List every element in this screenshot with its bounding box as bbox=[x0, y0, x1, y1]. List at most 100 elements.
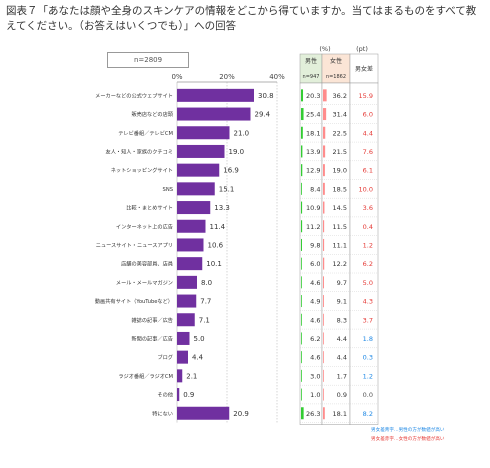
bar bbox=[177, 369, 183, 383]
category-label: テレビ番組／テレビCM bbox=[118, 129, 173, 137]
diff-value: 0.0 bbox=[363, 391, 373, 399]
unit-pt-label: (pt) bbox=[356, 45, 368, 53]
x-tick-label: 40% bbox=[269, 73, 285, 81]
unit-pct-label: (%) bbox=[319, 45, 330, 53]
diff-value: 7.6 bbox=[363, 148, 373, 156]
value-label: 5.0 bbox=[194, 335, 205, 343]
bar bbox=[177, 88, 254, 102]
diff-header: 男女差 bbox=[355, 65, 373, 73]
male-value: 25.4 bbox=[306, 111, 320, 119]
x-tick-label: 20% bbox=[219, 73, 235, 81]
value-label: 8.0 bbox=[201, 279, 212, 287]
male-value: 8.4 bbox=[310, 185, 320, 193]
female-mini-bar bbox=[323, 89, 327, 102]
male-value: 4.6 bbox=[310, 279, 320, 287]
female-value: 11.5 bbox=[333, 223, 347, 231]
male-mini-bar bbox=[301, 220, 303, 233]
male-value: 9.8 bbox=[310, 241, 320, 249]
male-mini-bar bbox=[301, 369, 302, 382]
female-value: 22.5 bbox=[333, 129, 347, 137]
female-value: 4.4 bbox=[337, 354, 347, 362]
male-mini-bar bbox=[301, 313, 302, 326]
female-value: 9.1 bbox=[337, 298, 347, 306]
diff-value: 3.6 bbox=[363, 204, 373, 212]
female-mini-bar bbox=[323, 332, 324, 345]
male-value: 4.9 bbox=[310, 298, 320, 306]
female-mini-bar bbox=[323, 108, 327, 121]
value-label: 10.6 bbox=[208, 241, 224, 249]
male-mini-bar bbox=[301, 257, 302, 270]
diff-value: 5.0 bbox=[363, 279, 373, 287]
value-label: 29.4 bbox=[255, 111, 271, 119]
male-mini-bar bbox=[301, 388, 302, 401]
category-label: ネットショッピングサイト bbox=[111, 166, 173, 174]
female-header: 女性 bbox=[330, 57, 342, 65]
female-header-cell bbox=[321, 53, 351, 84]
category-label: メール・メールマガジン bbox=[116, 278, 173, 286]
female-n: n=1862 bbox=[326, 74, 346, 80]
bar bbox=[177, 388, 180, 402]
female-mini-bar bbox=[323, 220, 325, 233]
female-value: 0.9 bbox=[337, 391, 347, 399]
diff-value: 10.0 bbox=[359, 185, 373, 193]
category-label: メーカーなどの公式ウェブサイト bbox=[95, 91, 173, 99]
category-label: ラジオ番組／ラジオCM bbox=[118, 372, 173, 380]
male-mini-bar bbox=[301, 295, 302, 308]
diff-value: 4.3 bbox=[363, 298, 373, 306]
bar bbox=[177, 126, 230, 140]
category-label: 店舗の美容部員、店員 bbox=[121, 260, 173, 268]
chart-title: 図表７「あなたは顔や全身のスキンケアの情報をどこから得ていますか。当てはまるもの… bbox=[6, 5, 477, 32]
female-mini-bar bbox=[323, 369, 324, 382]
bar bbox=[177, 350, 188, 364]
diff-value: 6.2 bbox=[363, 260, 373, 268]
female-mini-bar bbox=[323, 126, 326, 139]
value-label: 11.4 bbox=[210, 223, 226, 231]
female-value: 19.0 bbox=[333, 167, 347, 175]
category-label: 友人・知人・家族のクチコミ bbox=[106, 147, 173, 155]
male-value: 13.9 bbox=[306, 148, 320, 156]
diff-value: 6.0 bbox=[363, 111, 373, 119]
female-mini-bar bbox=[323, 407, 325, 420]
bar bbox=[177, 182, 215, 196]
diff-value: 8.2 bbox=[363, 410, 373, 418]
category-label: 雑誌の記事／広告 bbox=[131, 316, 173, 324]
female-mini-bar bbox=[323, 313, 324, 326]
category-label: 動画共有サイト（YouTubeなど） bbox=[95, 297, 173, 305]
male-value: 12.9 bbox=[306, 167, 320, 175]
category-label: インターネット上の広告 bbox=[116, 222, 173, 230]
female-mini-bar bbox=[323, 257, 325, 270]
bar bbox=[177, 313, 195, 327]
male-value: 4.6 bbox=[310, 316, 320, 324]
bar bbox=[177, 275, 197, 289]
male-value: 11.2 bbox=[306, 223, 320, 231]
male-value: 6.0 bbox=[310, 260, 320, 268]
male-mini-bar bbox=[301, 332, 302, 345]
female-mini-bar bbox=[323, 295, 324, 308]
female-value: 12.2 bbox=[333, 260, 347, 268]
male-n: n=947 bbox=[303, 74, 320, 80]
male-mini-bar bbox=[301, 276, 302, 289]
category-label: その他 bbox=[157, 391, 173, 399]
note-negative: 男女差赤字…女性の方が数値が高い bbox=[371, 437, 445, 442]
male-mini-bar bbox=[301, 126, 303, 139]
female-value: 9.7 bbox=[337, 279, 347, 287]
male-mini-bar bbox=[301, 89, 304, 102]
category-label: 新聞の記事／広告 bbox=[131, 334, 173, 342]
male-mini-bar bbox=[301, 164, 303, 177]
value-label: 16.9 bbox=[223, 167, 239, 175]
female-mini-bar bbox=[323, 351, 324, 364]
diff-value: 6.1 bbox=[363, 167, 373, 175]
bar bbox=[177, 201, 211, 215]
bar bbox=[177, 144, 225, 158]
male-mini-bar bbox=[301, 407, 304, 420]
male-header: 男性 bbox=[305, 57, 317, 65]
category-label: 販売店などの店頭 bbox=[131, 110, 173, 118]
bar bbox=[177, 163, 220, 177]
value-label: 2.1 bbox=[186, 372, 197, 380]
value-label: 10.1 bbox=[206, 260, 222, 268]
male-mini-bar bbox=[301, 182, 302, 195]
bar bbox=[177, 107, 251, 121]
female-mini-bar bbox=[323, 388, 324, 401]
male-value: 3.0 bbox=[310, 372, 320, 380]
value-label: 19.0 bbox=[229, 148, 245, 156]
